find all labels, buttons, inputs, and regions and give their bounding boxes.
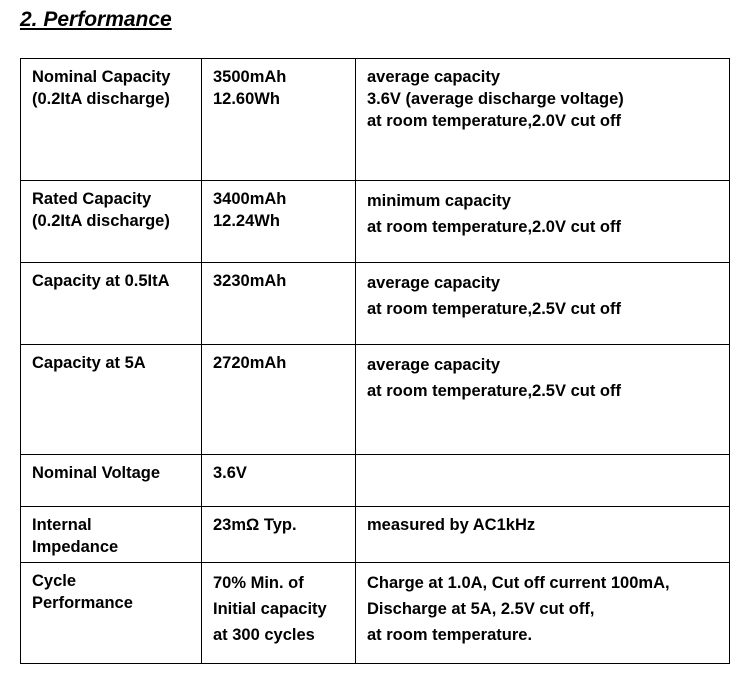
value-text: 12.60Wh — [213, 90, 280, 108]
table-row-nominal-voltage: Nominal Voltage 3.6V — [20, 454, 730, 507]
condition-text: minimum capacity — [367, 192, 511, 210]
value-text: 3.6V — [213, 464, 247, 482]
section-title: 2. Performance — [20, 8, 172, 31]
value-text: 3230mAh — [213, 272, 287, 290]
value-text: 3400mAh — [213, 190, 287, 208]
parameter-text: Capacity at 5A — [32, 354, 146, 372]
parameter-text: (0.2ItA discharge) — [32, 90, 170, 108]
condition-text: at room temperature,2.5V cut off — [367, 300, 621, 318]
table-row-cycle-performance: Cycle Performance 70% Min. of Initial ca… — [20, 562, 730, 664]
condition-cell: average capacity at room temperature,2.5… — [355, 344, 730, 455]
condition-cell — [355, 454, 730, 507]
condition-text: at room temperature. — [367, 626, 533, 644]
condition-text: 3.6V (average discharge voltage) — [367, 90, 624, 108]
parameter-cell: Capacity at 5A — [20, 344, 202, 455]
value-text: 70% Min. of — [213, 574, 304, 592]
condition-cell: minimum capacity at room temperature,2.0… — [355, 180, 730, 263]
performance-table: Nominal Capacity (0.2ItA discharge) 3500… — [20, 58, 730, 664]
condition-cell: measured by AC1kHz — [355, 506, 730, 563]
value-text: 12.24Wh — [213, 212, 280, 230]
value-text: 2720mAh — [213, 354, 287, 372]
parameter-cell: Internal Impedance — [20, 506, 202, 563]
parameter-text: Rated Capacity — [32, 190, 152, 208]
parameter-cell: Capacity at 0.5ItA — [20, 262, 202, 345]
parameter-cell: Nominal Voltage — [20, 454, 202, 507]
table-row-rated-capacity: Rated Capacity (0.2ItA discharge) 3400mA… — [20, 180, 730, 263]
condition-text: average capacity — [367, 68, 501, 86]
table-row-nominal-capacity: Nominal Capacity (0.2ItA discharge) 3500… — [20, 58, 730, 181]
table-row-internal-impedance: Internal Impedance 23mΩ Typ. measured by… — [20, 506, 730, 563]
condition-text: Charge at 1.0A, Cut off current 100mA, — [367, 574, 670, 592]
condition-text: average capacity — [367, 274, 501, 292]
parameter-text: Nominal Voltage — [32, 464, 161, 482]
condition-text: Discharge at 5A, 2.5V cut off, — [367, 600, 595, 618]
parameter-text: Cycle — [32, 572, 77, 590]
value-text: 3500mAh — [213, 68, 287, 86]
condition-text: measured by AC1kHz — [367, 516, 536, 534]
value-text: Initial capacity — [213, 600, 327, 618]
value-text: at 300 cycles — [213, 626, 315, 644]
parameter-cell: Cycle Performance — [20, 562, 202, 664]
value-cell: 23mΩ Typ. — [201, 506, 356, 563]
value-cell: 3500mAh 12.60Wh — [201, 58, 356, 181]
condition-cell: Charge at 1.0A, Cut off current 100mA, D… — [355, 562, 730, 664]
value-cell: 70% Min. of Initial capacity at 300 cycl… — [201, 562, 356, 664]
parameter-text: Nominal Capacity — [32, 68, 171, 86]
value-cell: 3.6V — [201, 454, 356, 507]
condition-cell: average capacity 3.6V (average discharge… — [355, 58, 730, 181]
value-cell: 3400mAh 12.24Wh — [201, 180, 356, 263]
parameter-cell: Nominal Capacity (0.2ItA discharge) — [20, 58, 202, 181]
value-cell: 2720mAh — [201, 344, 356, 455]
table-row-capacity-5a: Capacity at 5A 2720mAh average capacity … — [20, 344, 730, 455]
parameter-text: Capacity at 0.5ItA — [32, 272, 170, 290]
condition-text: at room temperature,2.0V cut off — [367, 112, 621, 130]
condition-text: at room temperature,2.0V cut off — [367, 218, 621, 236]
condition-cell: average capacity at room temperature,2.5… — [355, 262, 730, 345]
table-row-capacity-05ita: Capacity at 0.5ItA 3230mAh average capac… — [20, 262, 730, 345]
parameter-cell: Rated Capacity (0.2ItA discharge) — [20, 180, 202, 263]
parameter-text: Impedance — [32, 538, 119, 556]
parameter-text: Internal — [32, 516, 92, 534]
condition-text: average capacity — [367, 356, 501, 374]
parameter-text: (0.2ItA discharge) — [32, 212, 170, 230]
value-text: 23mΩ Typ. — [213, 516, 297, 534]
parameter-text: Performance — [32, 594, 133, 612]
condition-text: at room temperature,2.5V cut off — [367, 382, 621, 400]
value-cell: 3230mAh — [201, 262, 356, 345]
